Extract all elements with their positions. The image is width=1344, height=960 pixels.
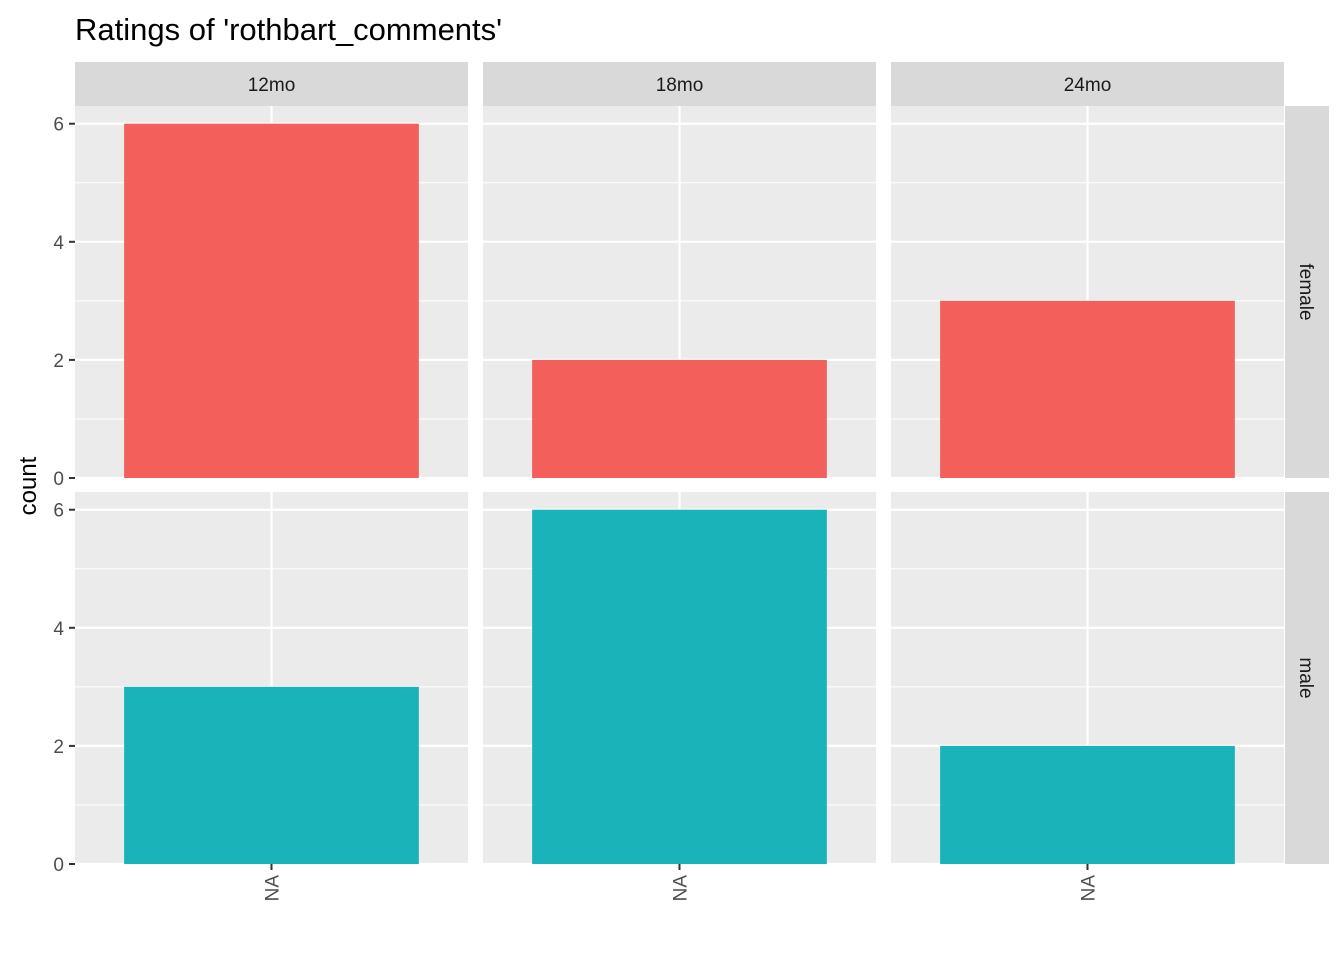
- x-tick-label: NA: [671, 875, 692, 902]
- y-tick-label: 4: [53, 619, 64, 640]
- x-tick-label: NA: [1079, 875, 1100, 902]
- y-tick-label: 2: [53, 737, 64, 758]
- row-strip-label: male: [1295, 657, 1316, 698]
- row-strip: [1285, 492, 1329, 864]
- y-tick-label: 0: [53, 855, 64, 876]
- y-tick-label: 2: [53, 351, 64, 372]
- row-strip-label: female: [1295, 263, 1316, 320]
- column-strip-label: 12mo: [248, 75, 296, 96]
- bar-male-12mo: [124, 686, 419, 864]
- column-strip-label: 24mo: [1064, 75, 1112, 96]
- bar-male-18mo: [532, 509, 827, 864]
- row-strip: [1285, 106, 1329, 478]
- column-strip: [483, 62, 876, 106]
- y-tick-label: 0: [53, 469, 64, 490]
- y-axis-title: count: [15, 456, 42, 515]
- column-strip: [75, 62, 468, 106]
- bar-male-24mo: [940, 745, 1235, 864]
- y-tick-label: 6: [53, 115, 64, 136]
- column-strip: [891, 62, 1284, 106]
- facet-panels: 12mo 18mo 24mo female male 0 2 4 6 0 2 4 6 NA NA NA: [53, 62, 1329, 901]
- y-tick-label: 6: [53, 501, 64, 522]
- column-strip-label: 18mo: [656, 75, 704, 96]
- chart-title: Ratings of 'rothbart_comments': [75, 12, 502, 47]
- bar-female-12mo: [124, 123, 419, 478]
- bar-female-24mo: [940, 300, 1235, 478]
- bar-female-18mo: [532, 359, 827, 478]
- y-tick-label: 4: [53, 233, 64, 254]
- x-tick-label: NA: [263, 875, 284, 902]
